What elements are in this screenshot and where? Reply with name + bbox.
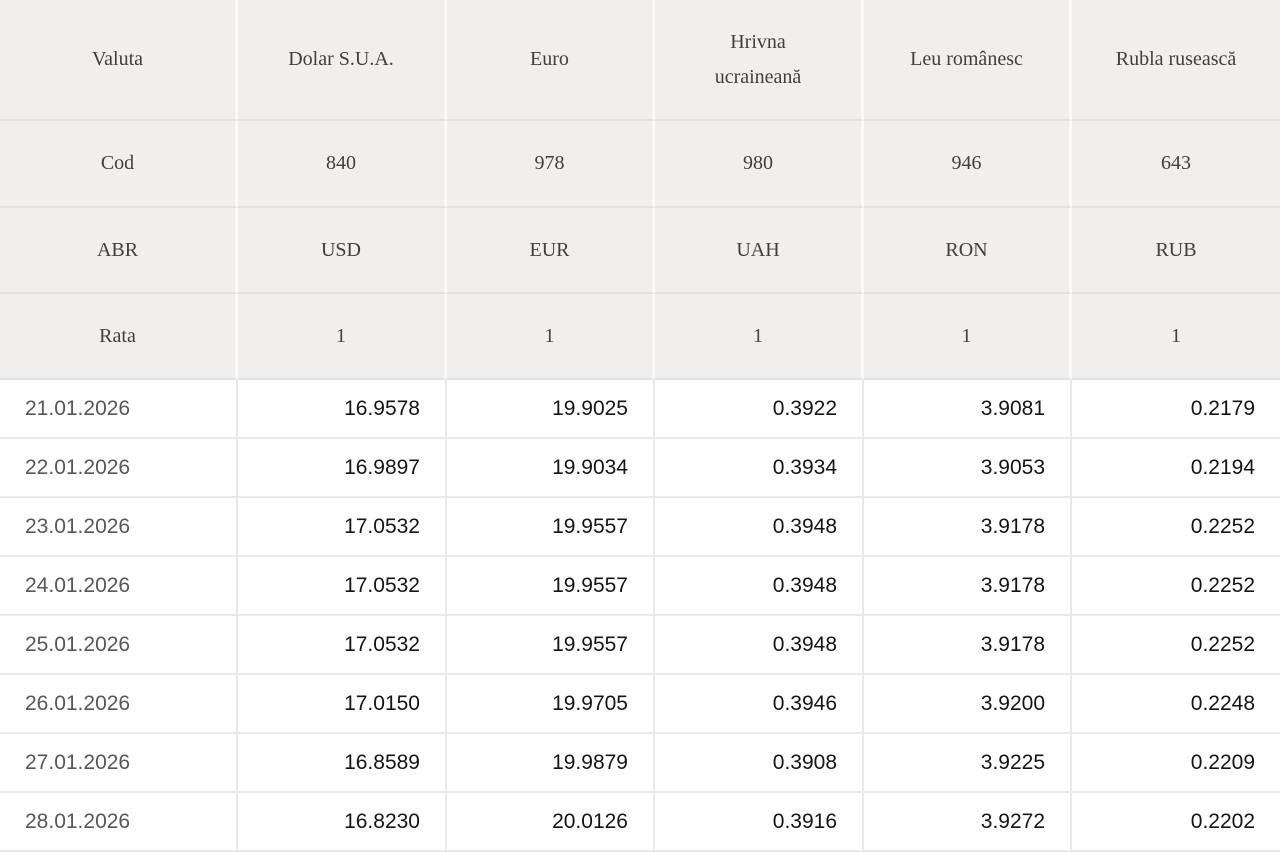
rate-value: 0.3908 bbox=[655, 734, 864, 793]
meta-value: EUR bbox=[447, 208, 655, 294]
table-row: 27.01.2026 16.8589 19.9879 0.3908 3.9225 0.22… bbox=[0, 734, 1280, 793]
meta-row-cod: Cod 840 978 980 946 643 bbox=[0, 121, 1280, 208]
rate-value: 3.9225 bbox=[864, 734, 1072, 793]
meta-value: Leu românesc bbox=[864, 0, 1072, 121]
rate-value: 0.2209 bbox=[1072, 734, 1280, 793]
date-cell: 25.01.2026 bbox=[0, 616, 238, 675]
rate-value: 0.2202 bbox=[1072, 793, 1280, 852]
rate-value: 0.3916 bbox=[655, 793, 864, 852]
rate-value: 0.2252 bbox=[1072, 557, 1280, 616]
rate-value: 19.9557 bbox=[447, 557, 655, 616]
rate-value: 0.2252 bbox=[1072, 498, 1280, 557]
date-cell: 27.01.2026 bbox=[0, 734, 238, 793]
rate-value: 19.9705 bbox=[447, 675, 655, 734]
rate-value: 3.9178 bbox=[864, 498, 1072, 557]
meta-value: UAH bbox=[655, 208, 864, 294]
meta-value: RUB bbox=[1072, 208, 1280, 294]
rate-value: 19.9557 bbox=[447, 498, 655, 557]
meta-value: 946 bbox=[864, 121, 1072, 208]
rate-value: 0.2252 bbox=[1072, 616, 1280, 675]
rate-value: 19.9879 bbox=[447, 734, 655, 793]
rate-value: 0.3948 bbox=[655, 498, 864, 557]
rate-value: 20.0126 bbox=[447, 793, 655, 852]
table-row: 21.01.2026 16.9578 19.9025 0.3922 3.9081 0.21… bbox=[0, 380, 1280, 439]
meta-value: 978 bbox=[447, 121, 655, 208]
rate-value: 19.9034 bbox=[447, 439, 655, 498]
rate-value: 17.0532 bbox=[238, 498, 447, 557]
table-row: 28.01.2026 16.8230 20.0126 0.3916 3.9272 0.22… bbox=[0, 793, 1280, 852]
rate-value: 3.9081 bbox=[864, 380, 1072, 439]
rate-value: 3.9178 bbox=[864, 616, 1072, 675]
rate-value: 0.2248 bbox=[1072, 675, 1280, 734]
table-row: 23.01.2026 17.0532 19.9557 0.3948 3.9178 0.22… bbox=[0, 498, 1280, 557]
date-cell: 23.01.2026 bbox=[0, 498, 238, 557]
rate-value: 3.9200 bbox=[864, 675, 1072, 734]
meta-value: RON bbox=[864, 208, 1072, 294]
meta-value: 1 bbox=[864, 294, 1072, 380]
meta-value: 1 bbox=[655, 294, 864, 380]
meta-value: Dolar S.U.A. bbox=[238, 0, 447, 121]
rate-value: 3.9272 bbox=[864, 793, 1072, 852]
rate-value: 19.9025 bbox=[447, 380, 655, 439]
rate-value: 3.9178 bbox=[864, 557, 1072, 616]
rate-value: 0.3934 bbox=[655, 439, 864, 498]
rate-value: 19.9557 bbox=[447, 616, 655, 675]
meta-value: USD bbox=[238, 208, 447, 294]
meta-row-abr: ABR USD EUR UAH RON RUB bbox=[0, 208, 1280, 294]
rate-value: 0.3948 bbox=[655, 616, 864, 675]
rate-value: 16.9897 bbox=[238, 439, 447, 498]
rate-value: 0.3948 bbox=[655, 557, 864, 616]
rate-value: 17.0532 bbox=[238, 616, 447, 675]
meta-label: Valuta bbox=[0, 0, 238, 121]
table-row: 24.01.2026 17.0532 19.9557 0.3948 3.9178 0.22… bbox=[0, 557, 1280, 616]
date-cell: 24.01.2026 bbox=[0, 557, 238, 616]
rate-value: 17.0150 bbox=[238, 675, 447, 734]
rate-value: 0.2179 bbox=[1072, 380, 1280, 439]
meta-value: 1 bbox=[447, 294, 655, 380]
rate-value: 0.3946 bbox=[655, 675, 864, 734]
rate-value: 0.2194 bbox=[1072, 439, 1280, 498]
date-cell: 26.01.2026 bbox=[0, 675, 238, 734]
meta-value: Hrivna ucraineană bbox=[655, 0, 864, 121]
meta-row-valuta: Valuta Dolar S.U.A. Euro Hrivna ucraineană L… bbox=[0, 0, 1280, 121]
date-cell: 22.01.2026 bbox=[0, 439, 238, 498]
meta-value: Rubla rusească bbox=[1072, 0, 1280, 121]
rate-value: 16.8230 bbox=[238, 793, 447, 852]
table-row: 22.01.2026 16.9897 19.9034 0.3934 3.9053 0.21… bbox=[0, 439, 1280, 498]
meta-value: 1 bbox=[1072, 294, 1280, 380]
meta-value: 980 bbox=[655, 121, 864, 208]
meta-value: Euro bbox=[447, 0, 655, 121]
table-row: 25.01.2026 17.0532 19.9557 0.3948 3.9178 0.22… bbox=[0, 616, 1280, 675]
meta-value: 1 bbox=[238, 294, 447, 380]
meta-label: ABR bbox=[0, 208, 238, 294]
rate-value: 3.9053 bbox=[864, 439, 1072, 498]
meta-value: 643 bbox=[1072, 121, 1280, 208]
date-cell: 21.01.2026 bbox=[0, 380, 238, 439]
meta-row-rata: Rata 1 1 1 1 1 bbox=[0, 294, 1280, 380]
date-cell: 28.01.2026 bbox=[0, 793, 238, 852]
meta-label: Rata bbox=[0, 294, 238, 380]
rate-value: 17.0532 bbox=[238, 557, 447, 616]
meta-label: Cod bbox=[0, 121, 238, 208]
table-row: 26.01.2026 17.0150 19.9705 0.3946 3.9200 0.22… bbox=[0, 675, 1280, 734]
rate-value: 16.9578 bbox=[238, 380, 447, 439]
rate-value: 0.3922 bbox=[655, 380, 864, 439]
meta-value: 840 bbox=[238, 121, 447, 208]
rate-value: 16.8589 bbox=[238, 734, 447, 793]
